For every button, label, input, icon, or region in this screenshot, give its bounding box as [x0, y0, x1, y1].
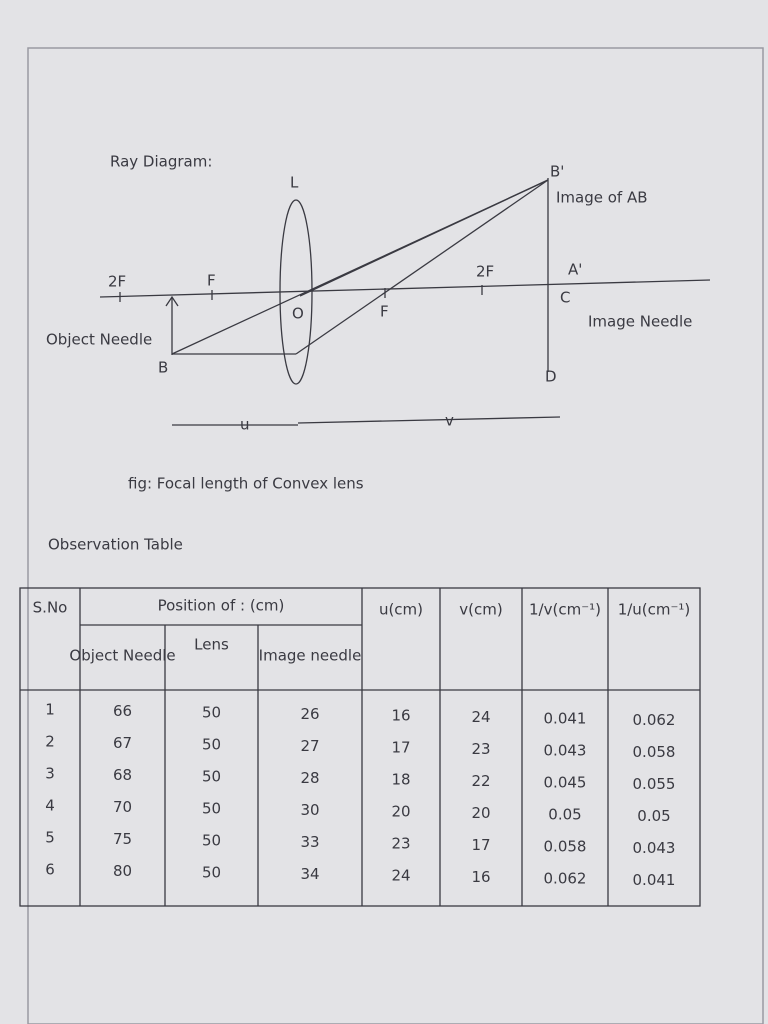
- label: B: [158, 359, 168, 377]
- table-cell: 75: [113, 830, 132, 848]
- table-cell: 17: [471, 836, 490, 854]
- table-cell: 27: [300, 737, 319, 755]
- label: F: [207, 272, 216, 290]
- table-cell: 67: [113, 734, 132, 752]
- column-header: u(cm): [379, 601, 423, 619]
- column-header: Image needle: [259, 647, 362, 665]
- table-cell: 0.041: [544, 710, 587, 728]
- table-cell: 50: [202, 768, 221, 786]
- label: F: [380, 303, 389, 321]
- column-header: S.No: [33, 599, 68, 617]
- table-cell: 0.062: [544, 870, 587, 888]
- label: 2F: [108, 273, 126, 291]
- table-cell: 34: [300, 865, 319, 883]
- label: Image of AB: [556, 189, 648, 207]
- column-header: Position of : (cm): [158, 597, 285, 615]
- label: C: [560, 289, 570, 307]
- table-cell: 2: [45, 733, 55, 751]
- caption: fig: Focal length of Convex lens: [128, 475, 364, 493]
- table-cell: 0.058: [633, 743, 676, 761]
- label: B': [550, 163, 564, 181]
- table-cell: 20: [391, 803, 410, 821]
- table-cell: 50: [202, 800, 221, 818]
- column-header: Object Needle: [69, 647, 175, 665]
- label: v: [445, 412, 454, 430]
- table-title: Observation Table: [48, 536, 183, 554]
- label: O: [292, 305, 304, 323]
- table-cell: 30: [300, 801, 319, 819]
- label: A': [568, 261, 582, 279]
- v-arrow: [297, 416, 561, 424]
- label: u: [240, 416, 250, 434]
- table-cell: 4: [45, 797, 55, 815]
- table-cell: 6: [45, 861, 55, 879]
- table-cell: 0.043: [544, 742, 587, 760]
- table-cell: 0.05: [637, 807, 670, 825]
- object-arrow: [165, 295, 179, 307]
- table-cell: 66: [113, 702, 132, 720]
- label: 2F: [476, 263, 494, 281]
- refracted-ray: [295, 179, 549, 355]
- label: D: [545, 368, 557, 386]
- label: Image Needle: [588, 313, 692, 331]
- table-cell: 80: [113, 862, 132, 880]
- ray-top: [299, 179, 549, 297]
- column-header: v(cm): [459, 601, 502, 619]
- page-border: [27, 47, 764, 1024]
- table-cell: 18: [391, 771, 410, 789]
- table-cell: 68: [113, 766, 132, 784]
- table-cell: 0.041: [633, 871, 676, 889]
- principal-axis: [99, 279, 711, 298]
- table-cell: 0.05: [548, 806, 581, 824]
- table-frame: [19, 587, 701, 907]
- table-cell: 23: [471, 740, 490, 758]
- table-cell: 1: [45, 701, 55, 719]
- ray-diagram: Ray Diagram: L B' Image of AB 2F F O F 2…: [46, 153, 711, 493]
- table-cell: 3: [45, 765, 55, 783]
- label: Object Needle: [46, 331, 152, 349]
- table-cell: 5: [45, 829, 55, 847]
- table-cell: 28: [300, 769, 319, 787]
- table-cell: 0.043: [633, 839, 676, 857]
- table-cell: 33: [300, 833, 319, 851]
- table-cell: 0.055: [633, 775, 676, 793]
- table-cell: 17: [391, 739, 410, 757]
- table-cell: 20: [471, 804, 490, 822]
- column-header: 1/u(cm⁻¹): [618, 601, 691, 619]
- observation-table: Observation Table S.No Position of : (cm)…: [19, 536, 701, 907]
- table-cell: 16: [391, 707, 410, 725]
- table-cell: 0.062: [633, 711, 676, 729]
- table-cell: 22: [471, 772, 490, 790]
- table-cell: 50: [202, 864, 221, 882]
- table-cell: 0.058: [544, 838, 587, 856]
- table-cell: 70: [113, 798, 132, 816]
- column-header: Lens: [194, 636, 229, 654]
- diagram-title: Ray Diagram:: [110, 153, 212, 171]
- table-cell: 50: [202, 704, 221, 722]
- table-cell: 24: [391, 867, 410, 885]
- column-header: 1/v(cm⁻¹): [529, 601, 601, 619]
- table-cell: 26: [300, 705, 319, 723]
- label: L: [290, 174, 299, 192]
- table-cell: 24: [471, 708, 490, 726]
- table-cell: 23: [391, 835, 410, 853]
- lens: [279, 199, 313, 385]
- table-cell: 0.045: [544, 774, 587, 792]
- table-cell: 16: [471, 868, 490, 886]
- table-cell: 50: [202, 832, 221, 850]
- table-cell: 50: [202, 736, 221, 754]
